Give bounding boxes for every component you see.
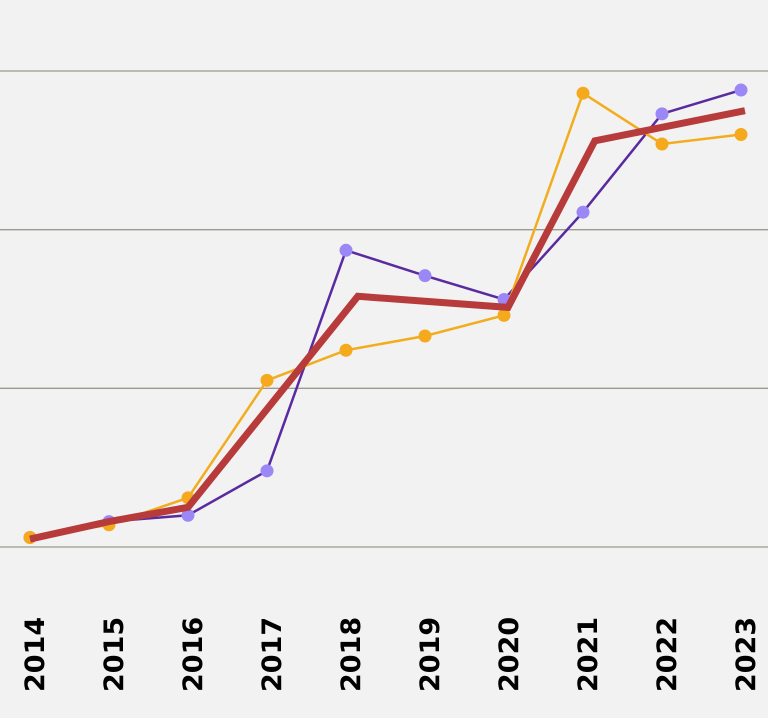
x-tick-label: 2023 [731, 617, 762, 692]
data-point-1-2023 [734, 127, 748, 141]
data-point-1-2020 [497, 308, 511, 322]
data-point-0-2022 [655, 107, 669, 121]
x-tick-label: 2014 [20, 617, 51, 692]
data-point-0-2018 [339, 243, 353, 257]
x-tick-label: 2019 [415, 617, 446, 692]
data-point-1-2022 [655, 137, 669, 151]
data-point-1-2018 [339, 343, 353, 357]
data-point-1-2019 [418, 329, 432, 343]
x-tick-label: 2017 [257, 617, 288, 692]
series-line-1 [29, 91, 742, 539]
x-tick-label: 2021 [573, 617, 604, 692]
series-line-2 [29, 107, 746, 543]
data-point-0-2016 [181, 508, 195, 522]
x-tick-label: 2016 [178, 617, 209, 692]
x-tick-label: 2022 [652, 617, 683, 692]
data-point-0-2019 [418, 269, 432, 283]
x-tick-label: 2018 [336, 617, 367, 692]
series-line-0 [29, 88, 742, 539]
data-point-1-2021 [576, 86, 590, 100]
data-point-0-2017 [260, 464, 274, 478]
data-point-0-2023 [734, 83, 748, 97]
data-point-0-2021 [576, 205, 590, 219]
data-point-1-2017 [260, 373, 274, 387]
x-tick-label: 2020 [494, 617, 525, 692]
x-tick-label: 2015 [99, 617, 130, 692]
